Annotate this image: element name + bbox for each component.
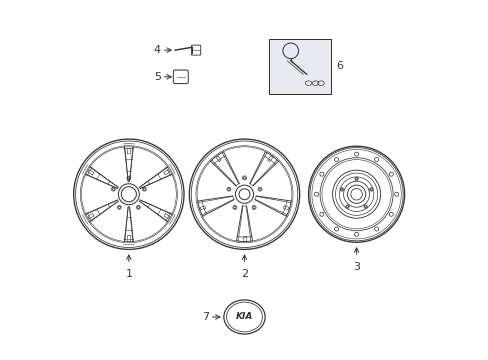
Text: 4: 4 <box>153 45 161 55</box>
Text: 1: 1 <box>125 269 132 279</box>
Text: 3: 3 <box>352 262 359 272</box>
Text: KIA: KIA <box>235 312 253 321</box>
Bar <box>268 39 330 94</box>
Text: 5: 5 <box>154 72 161 82</box>
Text: 2: 2 <box>241 269 247 279</box>
Text: 6: 6 <box>335 61 343 71</box>
Text: 7: 7 <box>202 312 208 322</box>
